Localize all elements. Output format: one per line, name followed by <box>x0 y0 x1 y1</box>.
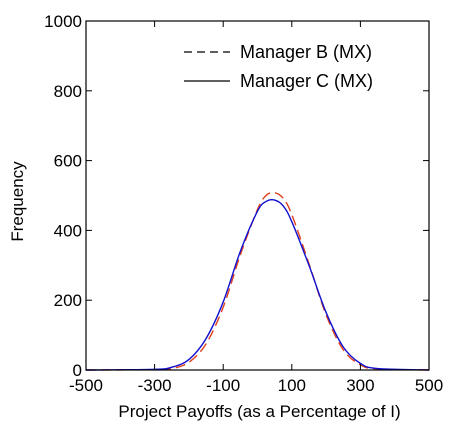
y-tick-label: 200 <box>54 291 82 310</box>
x-tick-label: -100 <box>206 376 240 395</box>
y-tick-label: 600 <box>54 152 82 171</box>
x-tick-label: -300 <box>138 376 172 395</box>
x-tick-label: 300 <box>346 376 374 395</box>
y-tick-label: 400 <box>54 221 82 240</box>
y-axis-title: Frequency <box>8 161 27 242</box>
x-axis-title: Project Payoffs (as a Percentage of I) <box>118 402 400 421</box>
series-line-manager-b <box>85 191 430 371</box>
y-tick-label: 800 <box>54 82 82 101</box>
legend: Manager B (MX) Manager C (MX) <box>184 42 373 91</box>
legend-label-manager-c: Manager C (MX) <box>240 71 373 91</box>
x-tick-label: 500 <box>415 376 443 395</box>
y-tick-label: 0 <box>73 361 82 380</box>
x-tick-label: 100 <box>278 376 306 395</box>
ticks-layer: -500 -300 -100 100 300 500 0 200 400 600 800 1000 <box>44 12 443 395</box>
x-tick-label: -500 <box>69 376 103 395</box>
series-layer <box>85 191 430 371</box>
legend-label-manager-b: Manager B (MX) <box>240 42 372 62</box>
plot-frame <box>85 20 430 371</box>
series-line-manager-c <box>85 198 430 371</box>
y-tick-label: 1000 <box>44 12 82 31</box>
